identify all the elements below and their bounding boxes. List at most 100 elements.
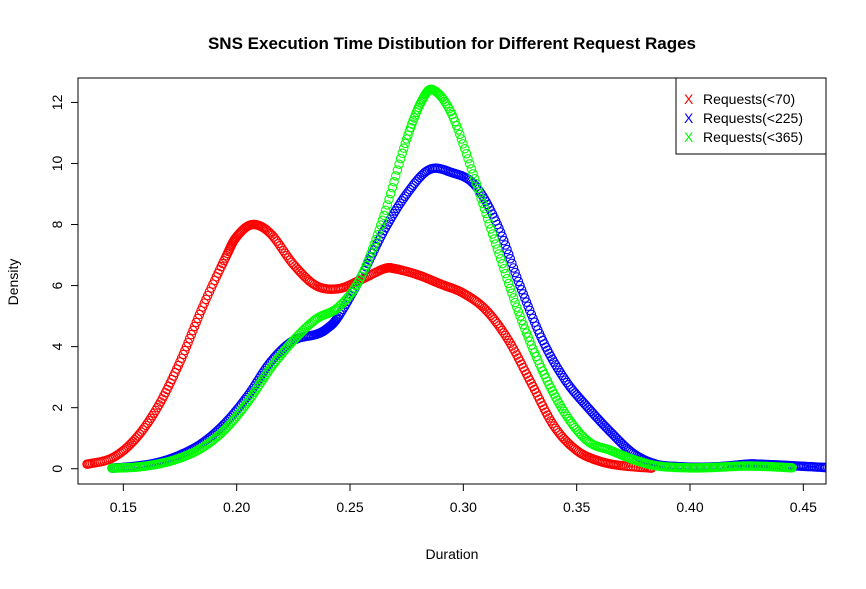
x-tick-label: 0.45 (790, 499, 817, 515)
data-point (218, 425, 229, 436)
data-point (295, 328, 305, 339)
data-point (351, 280, 362, 291)
data-point (387, 182, 398, 193)
data-point (414, 172, 425, 183)
data-point (331, 314, 342, 325)
data-point (479, 194, 490, 204)
data-point (505, 338, 516, 348)
data-point (505, 253, 516, 264)
data-point (601, 422, 611, 432)
data-point (494, 249, 504, 259)
data-point (280, 248, 290, 258)
data-point (495, 323, 506, 333)
data-point (615, 437, 626, 447)
data-point (592, 413, 603, 424)
data-point (363, 256, 373, 267)
data-point (442, 101, 453, 111)
data-point (335, 300, 346, 311)
data-point (382, 200, 393, 210)
data-point (339, 302, 350, 312)
data-point (589, 410, 600, 420)
legend-marker: X (684, 91, 694, 107)
data-point (512, 272, 522, 282)
data-point (499, 235, 509, 246)
data-point (150, 405, 161, 416)
data-point (391, 171, 401, 181)
data-point (575, 428, 585, 439)
data-point (502, 333, 512, 343)
data-point (389, 177, 399, 187)
data-point (497, 259, 507, 269)
data-point (113, 449, 124, 459)
data-point (516, 315, 527, 326)
data-point (502, 244, 512, 255)
data-point (505, 283, 516, 294)
data-point (550, 360, 561, 370)
data-point (520, 324, 530, 334)
data-point (350, 283, 360, 293)
data-point (384, 194, 394, 205)
data-point (492, 244, 503, 254)
data-point (126, 438, 137, 448)
data-point (337, 299, 347, 309)
legend-label: Requests(<70) (703, 91, 795, 107)
data-point (152, 402, 163, 413)
data-point (481, 305, 491, 315)
data-point (276, 243, 287, 253)
y-axis: 0 2 4 6 8 10 12 (49, 94, 78, 473)
x-tick-label: 0.15 (110, 499, 137, 515)
data-point (500, 268, 511, 279)
data-point (201, 440, 211, 450)
data-point (464, 159, 475, 169)
data-point (244, 394, 255, 405)
data-point (377, 215, 388, 226)
data-point (144, 415, 154, 426)
data-point (333, 302, 344, 312)
data-point (594, 415, 605, 426)
data-point (591, 412, 601, 422)
data-point (397, 196, 407, 206)
data-point (510, 267, 520, 278)
data-point (261, 370, 271, 380)
data-point (394, 159, 404, 169)
data-point (473, 183, 483, 194)
data-point (503, 278, 514, 289)
data-point (547, 418, 558, 429)
data-point (499, 263, 509, 274)
data-point (487, 229, 498, 239)
data-point (558, 406, 569, 416)
data-point (392, 203, 402, 214)
x-axis-label: Duration (426, 546, 479, 562)
data-point (558, 373, 569, 383)
data-point (484, 219, 494, 229)
data-point (497, 325, 507, 336)
data-point (512, 302, 522, 312)
data-point (256, 377, 266, 388)
data-point (571, 445, 582, 456)
data-point (604, 425, 614, 436)
data-point (293, 330, 303, 341)
data-point (516, 284, 527, 295)
data-point (147, 410, 158, 421)
legend-label: Requests(<225) (703, 110, 803, 126)
plot-area (82, 84, 826, 473)
data-point (478, 191, 488, 201)
data-point (142, 418, 153, 428)
data-point (123, 441, 134, 452)
data-point (291, 332, 302, 342)
data-point (202, 439, 213, 449)
data-point (453, 125, 463, 135)
data-point (508, 263, 519, 273)
data-point (456, 134, 467, 144)
data-point (112, 450, 122, 460)
data-point (513, 276, 524, 287)
data-point (499, 328, 509, 338)
y-tick-label: 0 (49, 465, 65, 473)
data-point (290, 334, 300, 344)
data-point (257, 375, 268, 385)
data-point (286, 337, 297, 348)
data-point (259, 372, 269, 383)
data-point (544, 413, 554, 423)
x-axis: 0.15 0.20 0.25 0.30 0.35 0.40 0.45 (110, 484, 817, 515)
